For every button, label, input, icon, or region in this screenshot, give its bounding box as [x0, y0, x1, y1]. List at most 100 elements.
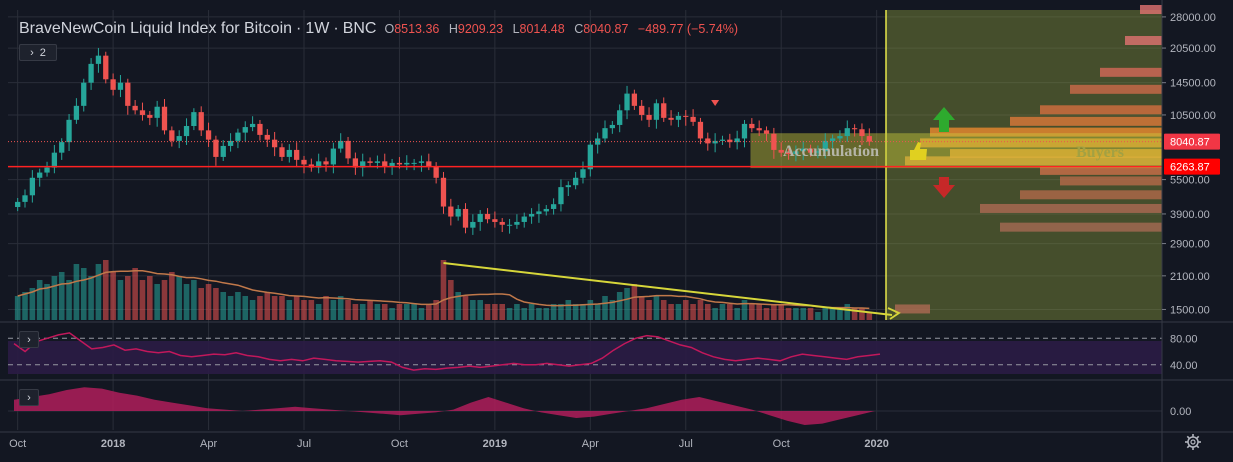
candle-body	[110, 79, 116, 90]
accumulation-label: Accumulation	[783, 143, 879, 160]
candle-body	[286, 149, 292, 157]
volume-bar	[521, 308, 528, 320]
volume-bar	[58, 272, 65, 320]
candle-body	[242, 127, 248, 133]
candle-body	[257, 123, 263, 135]
volume-bar	[51, 276, 58, 320]
oscillator-pane	[8, 383, 1162, 430]
volume-bar	[257, 296, 263, 320]
price-axis-label: 3900.00	[1170, 209, 1210, 221]
candle-body	[793, 151, 799, 155]
volume-bar	[550, 304, 557, 320]
oscillator-collapse-button[interactable]: ›	[19, 389, 39, 406]
volume-bar	[440, 260, 447, 320]
candle-body	[572, 177, 579, 186]
volume-bar	[492, 304, 498, 320]
symbol-title[interactable]: BraveNewCoin Liquid Index for Bitcoin	[19, 20, 293, 37]
candle-body	[44, 167, 50, 173]
candle-body	[154, 106, 160, 118]
volume-bar	[352, 304, 359, 320]
volume-profile-bar	[1020, 190, 1162, 200]
candle-body	[829, 138, 836, 141]
settings-gear-icon[interactable]	[1184, 433, 1202, 451]
candle-body	[851, 128, 858, 130]
candle-body	[227, 140, 234, 146]
rsi-band	[8, 341, 1162, 374]
candle-body	[587, 144, 593, 170]
price-axis-label: 28000.00	[1170, 12, 1216, 24]
volume-bar	[337, 296, 344, 320]
volume-bar	[587, 300, 594, 320]
volume-bar	[88, 276, 94, 320]
ohlc-readout: O8513.36 H9209.23 L8014.48 C8040.87 −489…	[384, 22, 744, 36]
candle-body	[51, 152, 58, 168]
volume-bar	[161, 280, 168, 320]
volume-bar	[191, 280, 197, 320]
arrow-up-icon	[933, 107, 955, 132]
candle-body	[294, 149, 300, 160]
candle-body	[705, 138, 711, 144]
volume-profile-bar	[1140, 5, 1162, 14]
candle-body	[683, 115, 689, 117]
volume-bar	[95, 264, 102, 320]
volume-bar	[528, 304, 535, 320]
candle-body	[95, 55, 102, 64]
volume-profile-bar	[895, 304, 930, 314]
volume-bar	[271, 296, 278, 320]
interval-label[interactable]: 1W	[305, 20, 330, 37]
volume-bar	[73, 264, 80, 320]
volume-bar	[242, 296, 249, 320]
candle-body	[264, 134, 270, 140]
volume-bar	[631, 284, 638, 320]
time-axis-label: Jul	[679, 438, 693, 450]
price-label-box	[1164, 158, 1220, 175]
indicators-toggle-button[interactable]: › 2	[19, 44, 57, 61]
candle-body	[859, 129, 865, 137]
volume-profile-bar	[1070, 84, 1162, 94]
candle-body	[59, 142, 65, 153]
volume-bar	[697, 300, 704, 320]
candle-body	[521, 216, 527, 222]
candle-body	[22, 195, 28, 202]
candle-body	[29, 177, 35, 196]
volume-bar	[323, 296, 329, 320]
time-axis-label: 2018	[101, 438, 125, 450]
volume-bar	[536, 308, 542, 320]
volume-bar	[653, 296, 660, 320]
candle-body	[690, 116, 696, 122]
candle-body	[712, 140, 718, 144]
candle-body	[470, 221, 476, 228]
candle-body	[749, 123, 755, 129]
candle-body	[639, 105, 645, 115]
volume-bar	[345, 300, 351, 320]
volume-bar	[638, 296, 645, 320]
indicator-count: 2	[39, 46, 46, 59]
candle-body	[345, 140, 351, 159]
volume-bar	[514, 304, 520, 320]
candle-body	[301, 159, 307, 165]
volume-bar	[154, 284, 160, 320]
candle-body	[66, 119, 72, 143]
volume-bar	[29, 288, 36, 320]
volume-profile-bar	[920, 138, 1162, 148]
time-axis-label: Apr	[582, 438, 599, 450]
rsi-axis-label: 40.00	[1170, 360, 1198, 372]
accumulation-box	[750, 133, 1163, 169]
volume-bar	[279, 296, 285, 320]
candle-body	[440, 177, 447, 207]
volume-profile-bar	[950, 149, 1162, 159]
candle-body	[396, 162, 403, 165]
candle-body	[374, 161, 381, 163]
volume-bar	[374, 304, 381, 320]
volume-bar	[499, 304, 506, 320]
candle-body	[558, 187, 564, 205]
volume-bar	[198, 288, 205, 320]
candle-body	[822, 140, 828, 152]
volume-profile-bar	[930, 127, 1162, 137]
time-axis-label: 2020	[864, 438, 888, 450]
volume-bar	[433, 300, 439, 320]
volume-bar	[793, 308, 799, 320]
volume-bar	[44, 284, 50, 320]
rsi-collapse-button[interactable]: ›	[19, 331, 39, 348]
